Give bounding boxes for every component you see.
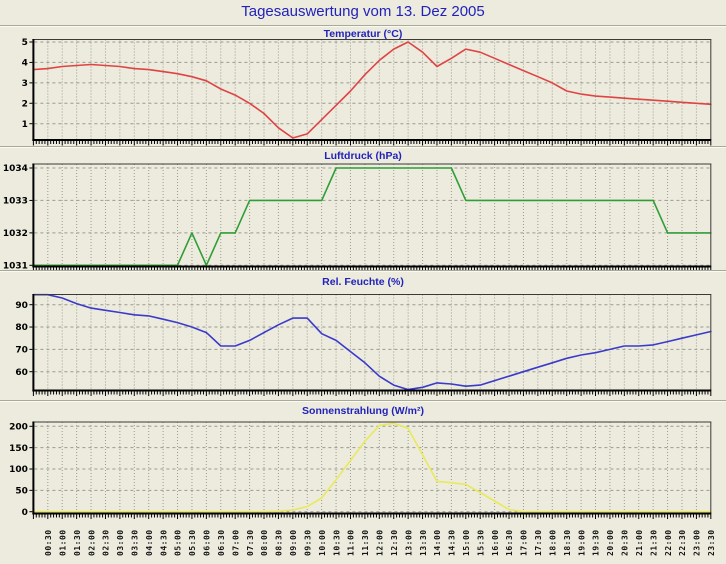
svg-text:02:30: 02:30 [102, 529, 111, 556]
section-divider [0, 270, 726, 272]
svg-text:13:00: 13:00 [404, 529, 413, 556]
svg-text:1034: 1034 [3, 164, 28, 174]
chart-section-solar-radiation: Sonnenstrahlung (W/m²) 200 150 100 50 0 00:30… [0, 402, 726, 564]
pressure-line-chart: 1034 1033 1032 1031 [3, 163, 712, 272]
title-divider [0, 25, 726, 27]
svg-text:05:00: 05:00 [174, 529, 183, 556]
svg-text:06:30: 06:30 [217, 529, 226, 556]
svg-text:00:30: 00:30 [44, 529, 53, 556]
svg-text:90: 90 [15, 301, 28, 311]
svg-text:11:30: 11:30 [361, 529, 370, 556]
svg-text:18:00: 18:00 [548, 529, 557, 556]
svg-text:14:30: 14:30 [448, 529, 457, 556]
svg-text:12:30: 12:30 [390, 529, 399, 556]
chart-title-pressure: Luftdruck (hPa) [324, 150, 402, 162]
chart-section-humidity: Rel. Feuchte (%) 90 80 70 60 [0, 272, 726, 402]
svg-text:21:00: 21:00 [635, 529, 644, 556]
humidity-line-chart: 90 80 70 60 [15, 293, 712, 396]
svg-text:22:30: 22:30 [678, 529, 687, 556]
svg-text:5: 5 [22, 38, 28, 48]
chart-section-pressure: Luftdruck (hPa) 1034 1033 1032 1031 [0, 148, 726, 272]
svg-text:09:30: 09:30 [303, 529, 312, 556]
svg-text:07:30: 07:30 [246, 529, 255, 556]
svg-text:70: 70 [15, 346, 28, 356]
svg-text:100: 100 [9, 465, 28, 475]
svg-text:150: 150 [9, 444, 28, 454]
svg-text:50: 50 [15, 487, 28, 497]
svg-text:01:00: 01:00 [58, 529, 67, 556]
svg-text:02:00: 02:00 [87, 529, 96, 556]
svg-text:22:00: 22:00 [664, 529, 673, 556]
svg-text:08:00: 08:00 [260, 529, 269, 556]
chart-title-humidity: Rel. Feuchte (%) [322, 276, 404, 288]
svg-text:19:00: 19:00 [577, 529, 586, 556]
svg-text:06:00: 06:00 [203, 529, 212, 556]
svg-text:200: 200 [9, 423, 28, 433]
svg-text:17:30: 17:30 [534, 529, 543, 556]
chart-title-temperature: Temperatur (°C) [323, 28, 403, 40]
svg-text:20:00: 20:00 [606, 529, 615, 556]
svg-text:80: 80 [15, 323, 28, 333]
solar-radiation-line-chart: 200 150 100 50 0 00:30 01:00 01:30 02:00 02:30 03:… [9, 421, 716, 556]
svg-text:11:00: 11:00 [347, 529, 356, 556]
svg-text:23:00: 23:00 [693, 529, 702, 556]
svg-text:23:30: 23:30 [707, 529, 716, 556]
svg-text:05:30: 05:30 [188, 529, 197, 556]
svg-text:17:00: 17:00 [520, 529, 529, 556]
svg-text:04:30: 04:30 [159, 529, 168, 556]
svg-text:15:00: 15:00 [462, 529, 471, 556]
svg-text:1: 1 [22, 120, 28, 130]
svg-text:10:00: 10:00 [318, 529, 327, 556]
svg-text:21:30: 21:30 [649, 529, 658, 556]
svg-text:2: 2 [22, 99, 28, 109]
svg-text:1031: 1031 [3, 262, 28, 272]
svg-text:13:30: 13:30 [419, 529, 428, 556]
svg-text:08:30: 08:30 [275, 529, 284, 556]
svg-text:12:00: 12:00 [376, 529, 385, 556]
svg-text:60: 60 [15, 368, 28, 378]
svg-text:16:30: 16:30 [505, 529, 514, 556]
chart-title-solar-radiation: Sonnenstrahlung (W/m²) [302, 405, 424, 417]
svg-text:09:00: 09:00 [289, 529, 298, 556]
svg-text:10:30: 10:30 [332, 529, 341, 556]
svg-text:1032: 1032 [3, 229, 28, 239]
svg-text:1033: 1033 [3, 197, 28, 207]
svg-text:04:00: 04:00 [145, 529, 154, 556]
chart-section-temperature: Temperatur (°C) 5 4 3 2 1 [0, 27, 726, 148]
section-divider [0, 400, 726, 402]
svg-text:4: 4 [22, 59, 28, 69]
svg-text:01:30: 01:30 [73, 529, 82, 556]
temperature-line-chart: 5 4 3 2 1 [22, 38, 712, 146]
svg-text:20:30: 20:30 [621, 529, 630, 556]
svg-text:15:30: 15:30 [476, 529, 485, 556]
svg-text:18:30: 18:30 [563, 529, 572, 556]
svg-text:19:30: 19:30 [592, 529, 601, 556]
svg-text:07:00: 07:00 [231, 529, 240, 556]
svg-text:3: 3 [22, 79, 28, 89]
svg-text:16:00: 16:00 [491, 529, 500, 556]
page-title: Tagesauswertung vom 13. Dez 2005 [241, 3, 485, 20]
svg-text:03:00: 03:00 [116, 529, 125, 556]
svg-text:03:30: 03:30 [130, 529, 139, 556]
svg-text:0: 0 [22, 508, 28, 518]
section-divider [0, 146, 726, 148]
svg-text:14:00: 14:00 [433, 529, 442, 556]
